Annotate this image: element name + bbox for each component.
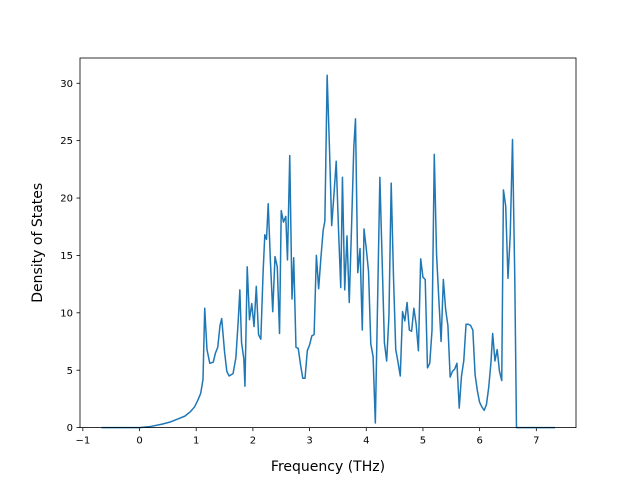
dos-series-line [101, 74, 556, 429]
y-tick-label: 0 [67, 423, 73, 434]
plot-frame [79, 57, 577, 429]
y-tick-label: 5 [67, 366, 73, 377]
x-tick-label: 5 [420, 436, 426, 447]
x-tick-label: 4 [363, 436, 369, 447]
x-tick-label: 7 [533, 436, 539, 447]
y-axis-ticks: 0 5 10 15 20 25 30 [60, 79, 80, 434]
y-tick-label: 20 [60, 194, 73, 205]
x-tick-label: 6 [476, 436, 482, 447]
x-tick-label: 1 [193, 436, 199, 447]
x-tick-label: 0 [136, 436, 142, 447]
x-tick-label: −1 [75, 436, 90, 447]
x-tick-label: 2 [250, 436, 256, 447]
x-axis-ticks: −1 0 1 2 3 4 5 6 7 [75, 427, 540, 447]
x-tick-label: 3 [306, 436, 312, 447]
y-tick-label: 15 [60, 251, 73, 262]
y-tick-label: 25 [60, 136, 73, 147]
y-tick-label: 10 [60, 308, 73, 319]
y-tick-label: 30 [60, 79, 73, 90]
y-axis-label: Density of States [30, 183, 46, 303]
x-axis-label: Frequency (THz) [271, 459, 385, 475]
